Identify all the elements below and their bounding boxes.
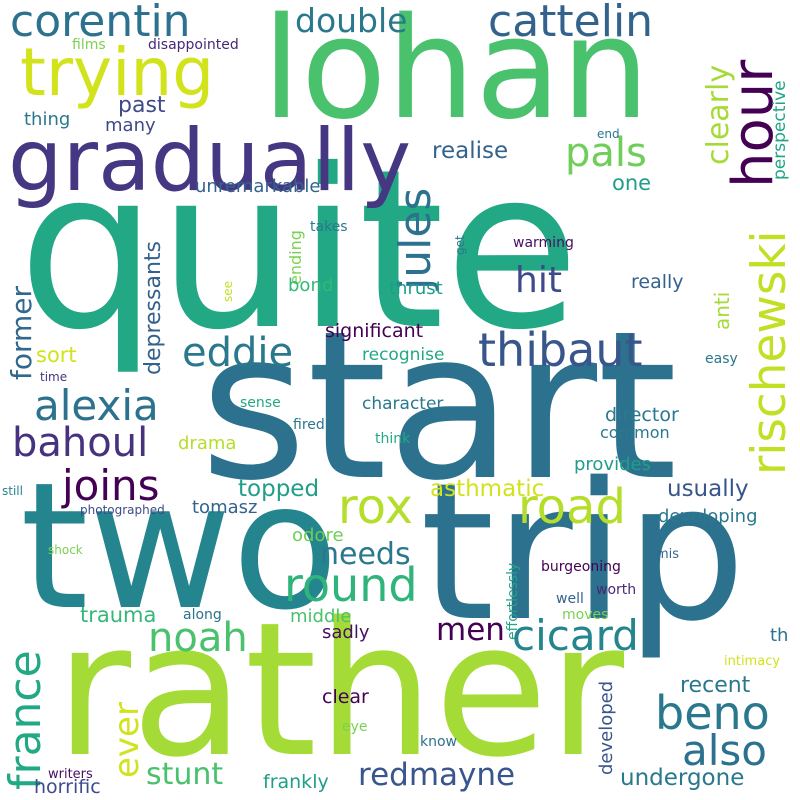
cloud-word: road: [518, 479, 626, 535]
cloud-word: ever: [107, 702, 147, 778]
cloud-word: rather: [55, 582, 625, 798]
cloud-word: rischewski: [742, 230, 797, 475]
cloud-word: hit: [515, 260, 562, 301]
cloud-word: double: [295, 1, 408, 40]
cloud-word: get: [453, 235, 467, 255]
cloud-word: know: [420, 734, 457, 750]
cloud-word: provides: [574, 454, 651, 475]
cloud-word: men: [436, 612, 505, 648]
cloud-word: depressants: [141, 241, 166, 375]
cloud-word: needs: [320, 537, 411, 572]
cloud-word: trauma: [80, 603, 157, 627]
cloud-word: frankly: [263, 771, 329, 793]
cloud-word: corentin: [10, 0, 191, 47]
cloud-word: bond: [288, 275, 334, 296]
cloud-word: clearly: [701, 64, 736, 165]
cloud-word: worth: [596, 582, 637, 598]
cloud-word: jules: [390, 187, 441, 290]
cloud-word: end: [597, 127, 620, 141]
cloud-word: really: [631, 271, 684, 293]
cloud-word: quite: [18, 122, 580, 378]
cloud-word: common: [600, 423, 670, 442]
cloud-word: drama: [178, 433, 237, 454]
cloud-word: rox: [338, 479, 413, 535]
cloud-word: former: [5, 285, 38, 380]
cloud-word: round: [284, 558, 418, 612]
cloud-word: significant: [325, 320, 424, 342]
cloud-word: trying: [20, 34, 215, 111]
cloud-word: alexia: [34, 381, 159, 430]
cloud-word: thrust: [389, 278, 443, 299]
cloud-word: photographed: [80, 503, 165, 517]
cloud-word: clear: [322, 686, 369, 708]
cloud-word: takes: [310, 219, 348, 235]
cloud-word: mis: [656, 547, 680, 562]
cloud-word: th: [770, 625, 789, 646]
cloud-word: horrific: [34, 776, 101, 798]
cloud-word: well: [556, 591, 584, 607]
cloud-word: moves: [562, 607, 609, 623]
cloud-word: thibaut: [478, 323, 643, 377]
cloud-word: odore: [292, 525, 344, 546]
cloud-word: films: [72, 37, 106, 53]
cloud-word: along: [183, 607, 222, 623]
cloud-word: cattelin: [488, 0, 654, 47]
cloud-word: director: [605, 404, 679, 426]
cloud-word: developing: [658, 506, 758, 527]
cloud-word: fired: [293, 417, 325, 433]
cloud-word: recent: [680, 673, 751, 698]
cloud-word: anti: [710, 291, 734, 330]
cloud-word: redmayne: [358, 757, 516, 793]
cloud-word: shock: [48, 543, 83, 557]
cloud-word: many: [105, 115, 156, 136]
cloud-word: unremarkable: [195, 176, 321, 197]
cloud-word: recognise: [362, 345, 445, 365]
cloud-word: gradually: [8, 111, 412, 211]
cloud-word: intimacy: [724, 654, 781, 669]
cloud-word: burgeoning: [541, 559, 621, 575]
cloud-word: tomasz: [192, 497, 258, 518]
cloud-word: warming: [513, 235, 574, 251]
cloud-word: think: [375, 431, 411, 447]
cloud-word: beno: [655, 686, 770, 740]
cloud-word: noah: [148, 615, 248, 661]
cloud-word: middle: [290, 606, 352, 627]
cloud-word: eye: [342, 719, 368, 735]
cloud-word: one: [612, 171, 652, 195]
cloud-word: thing: [24, 109, 71, 130]
cloud-word: joins: [62, 461, 160, 510]
cloud-word: stunt: [146, 757, 224, 792]
cloud-word: realise: [432, 138, 509, 164]
cloud-word: lohan: [262, 0, 650, 151]
cloud-word: perspective: [770, 80, 790, 180]
cloud-word: eddie: [182, 330, 294, 376]
cloud-word: france: [0, 650, 51, 790]
cloud-word: asthmatic: [430, 476, 545, 502]
cloud-word: time: [40, 370, 68, 384]
cloud-word: usually: [667, 476, 749, 502]
cloud-word: trip: [420, 442, 747, 663]
cloud-word: past: [118, 93, 166, 118]
cloud-word: see: [221, 280, 235, 302]
cloud-word: disappointed: [148, 37, 239, 53]
cloud-word: sort: [36, 343, 77, 367]
cloud-word: writers: [48, 767, 93, 782]
cloud-word: also: [682, 726, 767, 775]
cloud-word: easy: [705, 351, 738, 367]
cloud-word: start: [200, 288, 678, 526]
cloud-word: bahoul: [12, 420, 149, 466]
cloud-word: undergone: [620, 765, 745, 791]
cloud-word: two: [20, 446, 339, 649]
cloud-word: pals: [565, 130, 647, 176]
cloud-word: developed: [596, 680, 617, 775]
cloud-word: sadly: [322, 622, 370, 643]
cloud-word: still: [2, 484, 23, 498]
cloud-word: cicard: [512, 611, 639, 660]
cloud-word: character: [362, 394, 444, 414]
cloud-word: topped: [238, 476, 320, 502]
cloud-word: sense: [240, 395, 281, 411]
